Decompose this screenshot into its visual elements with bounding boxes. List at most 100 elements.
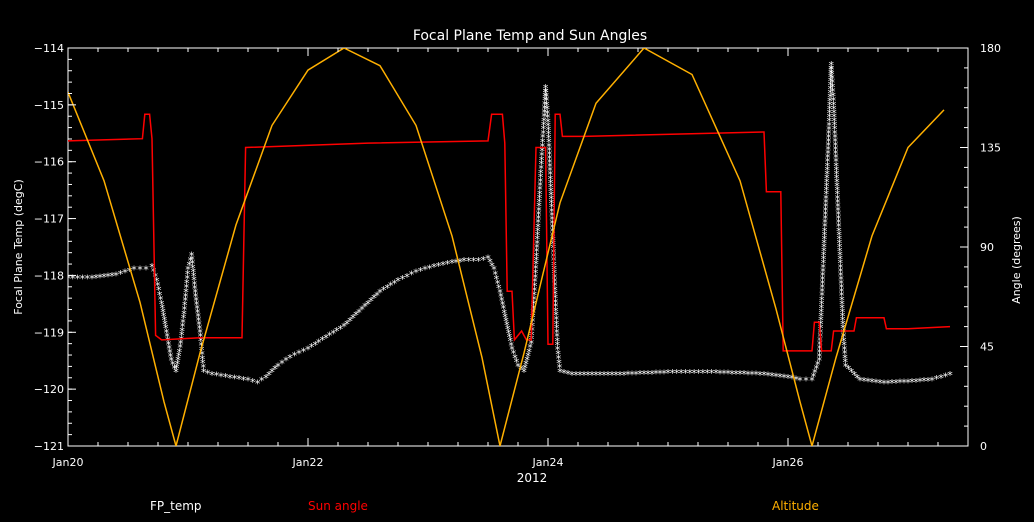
fp-temp-point: * <box>197 322 203 335</box>
fp-temp-point: * <box>637 368 643 381</box>
fp-temp-point: * <box>535 229 541 242</box>
fp-temp-point: * <box>164 330 170 343</box>
fp-temp-point: * <box>649 368 655 381</box>
fp-temp-point: * <box>824 176 830 189</box>
fp-temp-point: * <box>597 369 603 382</box>
y-right-tick-label: 45 <box>980 341 994 354</box>
fp-temp-point: * <box>531 302 537 315</box>
fp-temp-point: * <box>105 270 111 283</box>
fp-temp-point: * <box>170 359 176 372</box>
fp-temp-point: * <box>820 261 826 274</box>
fp-temp-point: * <box>218 370 224 383</box>
fp-temp-point: * <box>709 367 715 380</box>
fp-temp-point: * <box>617 369 623 382</box>
fp-temp-point: * <box>409 269 415 282</box>
y-left-tick-label: −116 <box>34 156 64 169</box>
fp-temp-point: * <box>533 262 539 275</box>
fp-temp-point: * <box>160 306 166 319</box>
fp-temp-point: * <box>538 163 544 176</box>
fp-temp-point: * <box>534 250 540 263</box>
fp-temp-point: * <box>548 173 554 186</box>
fp-temp-point: * <box>809 375 815 388</box>
fp-temp-point: * <box>823 192 829 205</box>
legend: FP_temp Sun angle Altitude <box>150 499 819 513</box>
fp-temp-point: * <box>491 264 497 277</box>
y-left-tick-label: −121 <box>34 440 64 453</box>
fp-temp-point: * <box>461 255 467 268</box>
fp-temp-point: * <box>283 355 289 368</box>
fp-temp-point: * <box>793 374 799 387</box>
fp-temp-point: * <box>548 185 554 198</box>
fp-temp-point: * <box>554 331 560 344</box>
fp-temp-point: * <box>665 367 671 380</box>
fp-temp-point: * <box>839 286 845 299</box>
fp-temp-point: * <box>824 184 830 197</box>
fp-temp-point: * <box>196 318 202 331</box>
fp-temp-point: * <box>485 252 491 265</box>
fp-temp-point: * <box>849 366 855 379</box>
fp-temp-point: * <box>163 322 169 335</box>
fp-temp-point: * <box>832 127 838 140</box>
fp-temp-point: * <box>546 128 552 141</box>
fp-temp-point: * <box>371 292 377 305</box>
fp-temp-point: * <box>392 277 398 290</box>
fp-temp-point: * <box>741 368 747 381</box>
fp-temp-point: * <box>209 369 215 382</box>
fp-temp-point: * <box>833 139 839 152</box>
fp-temp-point: * <box>384 282 390 295</box>
fp-temp-point: * <box>165 334 171 347</box>
fp-temp-point: * <box>159 298 165 311</box>
fp-temp-point: * <box>823 196 829 209</box>
fp-temp-point: * <box>535 233 541 246</box>
fp-temp-point: * <box>309 341 315 354</box>
fp-temp-point: * <box>547 152 553 165</box>
fp-temp-point: * <box>553 301 559 314</box>
fp-temp-point: * <box>839 294 845 307</box>
fp-temp-point: * <box>192 278 198 291</box>
fp-temp-point: * <box>820 269 826 282</box>
fp-temp-point: * <box>503 315 509 328</box>
fp-temp-point: * <box>545 112 551 125</box>
fp-temp-point: * <box>827 103 833 116</box>
fp-temp-point: * <box>547 148 553 161</box>
chart-title: Focal Plane Temp and Sun Angles <box>413 28 647 44</box>
fp-temp-point: * <box>546 124 552 137</box>
fp-temp-point: * <box>533 254 539 267</box>
fp-temp-point: * <box>301 345 307 358</box>
fp-temp-point: * <box>536 204 542 217</box>
fp-temp-point: * <box>829 72 835 85</box>
fp-temp-point: * <box>93 272 99 285</box>
fp-temp-point: * <box>830 90 836 103</box>
fp-temp-point: * <box>549 205 555 218</box>
fp-temp-point: * <box>556 352 562 365</box>
fp-temp-point: * <box>834 168 840 181</box>
fp-temp-point: * <box>305 343 311 356</box>
fp-temp-point: * <box>190 266 196 279</box>
fp-temp-point: * <box>585 369 591 382</box>
fp-temp-point: * <box>577 369 583 382</box>
fp-temp-point: * <box>156 284 162 297</box>
fp-temp-point: * <box>823 209 829 222</box>
fp-temp-point: * <box>527 342 533 355</box>
fp-temp-point: * <box>263 372 269 385</box>
fp-temp-point: * <box>824 172 830 185</box>
fp-temp-point: * <box>832 115 838 128</box>
fp-temp-point: * <box>492 268 498 281</box>
fp-temp-point: * <box>670 367 676 380</box>
fp-temp-point: * <box>200 357 206 370</box>
fp-temp-point: * <box>547 157 553 170</box>
fp-temp-point: * <box>913 376 919 389</box>
y-right-tick-label: 180 <box>980 42 1001 55</box>
fp-temp-point: * <box>494 273 500 286</box>
fp-temp-point: * <box>553 313 559 326</box>
fp-temp-point: * <box>537 196 543 209</box>
fp-temp-point: * <box>828 75 834 88</box>
fp-temp-point: * <box>184 273 190 286</box>
fp-temp-point: * <box>839 290 845 303</box>
fp-temp-point: * <box>182 295 188 308</box>
fp-temp-point: * <box>381 284 387 297</box>
fp-temp-point: * <box>814 363 820 376</box>
fp-temp-point: * <box>327 330 333 343</box>
y-left-tick-label: −119 <box>34 326 64 339</box>
fp-temp-point: * <box>168 351 174 364</box>
